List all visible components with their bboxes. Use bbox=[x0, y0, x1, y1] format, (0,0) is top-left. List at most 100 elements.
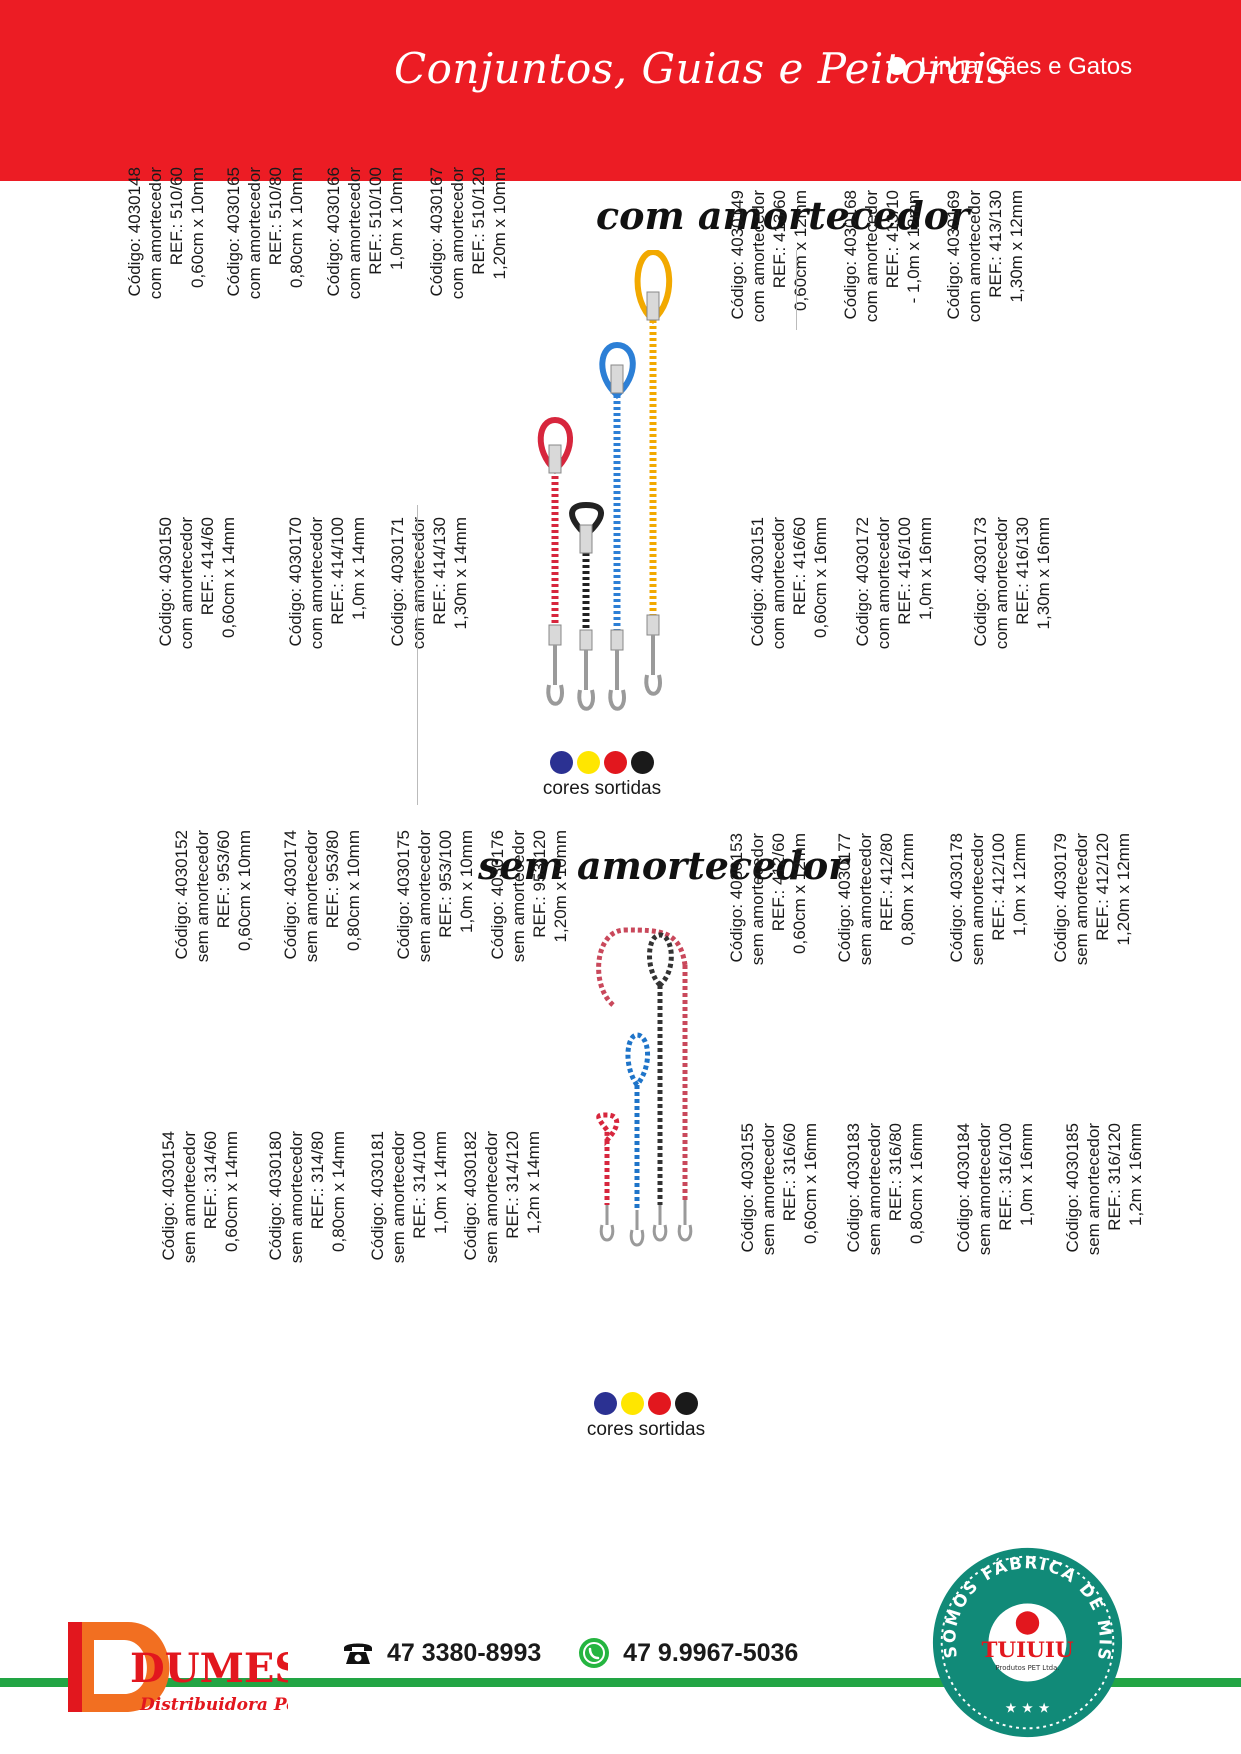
leash-red-white bbox=[596, 927, 693, 1242]
product-spec: Código: 4030185 sem amortecedor REF.: 316/… bbox=[1062, 1123, 1146, 1383]
product-ref: REF.: 314/60 bbox=[201, 1131, 220, 1230]
product-type: com amortecedor bbox=[245, 167, 264, 300]
product-type: sem amortecedor bbox=[856, 833, 875, 966]
product-spec: Código: 4030174 sem amortecedor REF.: 953/… bbox=[280, 830, 364, 1090]
product-code: Código: 4030152 bbox=[172, 830, 191, 960]
product-size: 0,60cm x 16mm bbox=[801, 1123, 820, 1244]
whatsapp-number[interactable]: 47 9.9967-5036 bbox=[623, 1638, 799, 1667]
product-type: sem amortecedor bbox=[509, 830, 528, 963]
product-size: 1,0m x 14mm bbox=[349, 517, 368, 620]
product-type: com amortecedor bbox=[862, 190, 881, 323]
product-code: Código: 4030168 bbox=[841, 190, 860, 320]
product-line-label: Linha Cães e Gatos bbox=[888, 53, 1132, 81]
product-size: 0,60cm x 14mm bbox=[222, 1131, 241, 1252]
product-size: 0,60cm x 14mm bbox=[219, 517, 238, 638]
header-banner: Conjuntos, Guias e Peitorais Linha Cães … bbox=[0, 0, 1241, 181]
product-spec: Código: 4030183 sem amortecedor REF.: 316/… bbox=[843, 1123, 927, 1383]
product-ref: REF.: 316/120 bbox=[1105, 1123, 1124, 1231]
product-spec: Código: 4030175 sem amortecedor REF.: 953/… bbox=[393, 830, 477, 1090]
product-spec: Código: 4030152 sem amortecedor REF.: 953/… bbox=[171, 830, 255, 1090]
product-spec: Código: 4030170 com amortecedor REF.: 414/… bbox=[285, 517, 369, 777]
product-code: Código: 4030176 bbox=[488, 830, 507, 960]
product-ref: REF.: 510/80 bbox=[266, 167, 285, 266]
seal-brand: TUIUIU bbox=[981, 1638, 1073, 1663]
bullet-icon bbox=[888, 57, 906, 75]
product-ref: REF.: 316/80 bbox=[886, 1123, 905, 1222]
product-type: sem amortecedor bbox=[482, 1131, 501, 1264]
product-ref: REF.: 416/60 bbox=[790, 517, 809, 616]
product-spec: Código: 4030177 sem amortecedor REF.: 412/… bbox=[834, 833, 918, 1093]
product-spec: Código: 4030153 sem amortecedor REF.: 412/… bbox=[726, 833, 810, 1093]
product-code: Código: 4030184 bbox=[954, 1123, 973, 1253]
product-spec: Código: 4030148 com amortecedor REF.: 510/… bbox=[124, 167, 208, 427]
telephone-icon bbox=[344, 1643, 372, 1664]
product-spec: Código: 4030154 sem amortecedor REF.: 314/… bbox=[158, 1131, 242, 1391]
product-size: 0,80cm x 10mm bbox=[344, 830, 363, 951]
product-spec: Código: 4030181 sem amortecedor REF.: 314/… bbox=[367, 1131, 451, 1391]
product-code: Código: 4030165 bbox=[224, 167, 243, 297]
section-title-sem-amortecedor: sem amortecedor bbox=[478, 843, 849, 888]
product-code: Código: 4030149 bbox=[728, 190, 747, 320]
product-type: sem amortecedor bbox=[975, 1123, 994, 1256]
product-size: 1,0m x 14mm bbox=[431, 1131, 450, 1234]
assorted-colors-legend: cores sortidas bbox=[566, 1392, 726, 1441]
product-type: com amortecedor bbox=[345, 167, 364, 300]
product-code: Código: 4030153 bbox=[727, 833, 746, 963]
product-spec: Código: 4030182 sem amortecedor REF.: 314/… bbox=[460, 1131, 544, 1391]
product-ref: REF.: 316/100 bbox=[996, 1123, 1015, 1231]
product-type: com amortecedor bbox=[992, 517, 1011, 650]
product-code: Código: 4030154 bbox=[159, 1131, 178, 1261]
divider-line bbox=[417, 505, 418, 805]
leash-with-shock-absorber-image bbox=[537, 250, 673, 711]
product-code: Código: 4030169 bbox=[944, 190, 963, 320]
product-size: 0,80cm x 14mm bbox=[329, 1131, 348, 1252]
leash-red bbox=[537, 416, 573, 706]
color-swatch bbox=[604, 751, 627, 774]
footer-green-line bbox=[0, 1678, 1241, 1687]
product-spec: Código: 4030166 com amortecedor REF.: 510/… bbox=[323, 167, 407, 427]
product-code: Código: 4030148 bbox=[125, 167, 144, 297]
product-type: com amortecedor bbox=[177, 517, 196, 650]
product-ref: REF.: 414/130 bbox=[430, 517, 449, 625]
product-spec: Código: 4030169 com amortecedor REF.: 413/… bbox=[943, 190, 1027, 450]
leash-black-white bbox=[647, 932, 674, 1242]
logo-text: DUMES bbox=[130, 1645, 288, 1692]
product-type: com amortecedor bbox=[448, 167, 467, 300]
product-spec: Código: 4030151 com amortecedor REF.: 416/… bbox=[747, 517, 831, 777]
product-code: Código: 4030183 bbox=[844, 1123, 863, 1253]
color-swatch bbox=[550, 751, 573, 774]
product-ref: REF.: 412/80 bbox=[877, 833, 896, 932]
product-size: 1,0m x 10mm bbox=[457, 830, 476, 933]
color-swatch bbox=[631, 751, 654, 774]
color-swatch bbox=[577, 751, 600, 774]
product-code: Código: 4030173 bbox=[971, 517, 990, 647]
product-code: Código: 4030177 bbox=[835, 833, 854, 963]
product-ref: REF.: 510/120 bbox=[469, 167, 488, 275]
page-title: Conjuntos, Guias e Peitorais bbox=[394, 44, 1010, 93]
product-type: sem amortecedor bbox=[748, 833, 767, 966]
product-code: Código: 4030166 bbox=[324, 167, 343, 297]
product-spec: Código: 4030149 com amortecedor REF.: 413/… bbox=[727, 190, 811, 450]
product-size: 0,60cm x 16mm bbox=[811, 517, 830, 638]
product-type: sem amortecedor bbox=[865, 1123, 884, 1256]
product-spec: Código: 4030168 com amortecedor REF.: 413/… bbox=[840, 190, 924, 450]
product-type: com amortecedor bbox=[146, 167, 165, 300]
tuiuiu-seal: SOMOS FÁBRICA DE MISTURAS TUIUIU Produto… bbox=[930, 1545, 1123, 1738]
product-spec: Código: 4030184 sem amortecedor REF.: 316/… bbox=[953, 1123, 1037, 1383]
product-code: Código: 4030174 bbox=[281, 830, 300, 960]
product-type: sem amortecedor bbox=[968, 833, 987, 966]
product-size: 1,0m x 10mm bbox=[387, 167, 406, 270]
product-size: 1,30m x 16mm bbox=[1034, 517, 1053, 630]
product-type: com amortecedor bbox=[409, 517, 428, 650]
phone-number[interactable]: 47 3380-8993 bbox=[386, 1638, 542, 1667]
product-code: Código: 4030185 bbox=[1063, 1123, 1082, 1253]
product-size: 0,80m x 12mm bbox=[898, 833, 917, 946]
product-ref: REF.: 416/130 bbox=[1013, 517, 1032, 625]
product-size: 0,60cm x 12mm bbox=[791, 190, 810, 311]
product-code: Código: 4030151 bbox=[748, 517, 767, 647]
product-size: 1,20m x 10mm bbox=[551, 830, 570, 943]
product-spec: Código: 4030167 com amortecedor REF.: 510/… bbox=[426, 167, 510, 427]
product-ref: REF.: 510/60 bbox=[167, 167, 186, 266]
product-spec: Código: 4030178 sem amortecedor REF.: 412/… bbox=[946, 833, 1030, 1093]
product-ref: REF.: 953/100 bbox=[436, 830, 455, 938]
